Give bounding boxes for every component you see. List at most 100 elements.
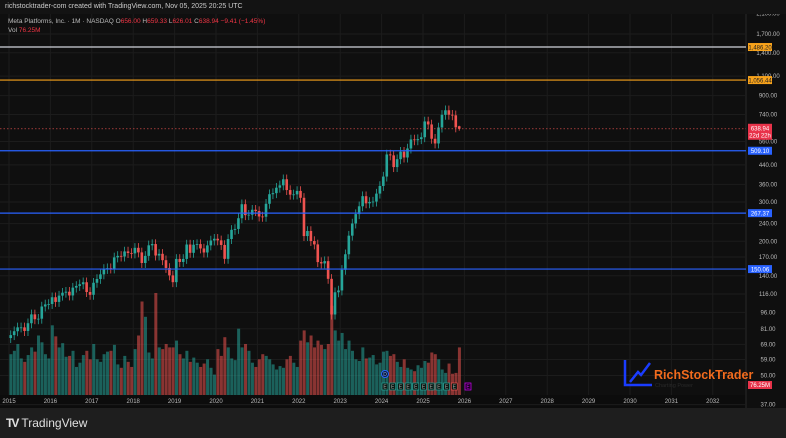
volume-bar: [23, 361, 27, 395]
symbol-name[interactable]: Meta Platforms, Inc. · 1M · NASDAQ: [8, 18, 114, 25]
candle-body: [378, 185, 382, 194]
volume-bar: [254, 366, 258, 395]
volume-bar: [223, 337, 227, 395]
candle-body: [57, 295, 61, 302]
candle-body: [375, 193, 378, 202]
time-tick-label: 2022: [292, 399, 306, 405]
level-price-tag: [748, 146, 772, 155]
candle-body: [74, 285, 78, 288]
close-value: 638.94: [198, 18, 219, 25]
candle-body: [30, 314, 33, 324]
volume-bar: [74, 366, 78, 395]
volume-bar: [106, 351, 110, 395]
volume-bar: [392, 354, 396, 395]
candle-body: [85, 282, 88, 293]
candle-body: [295, 190, 299, 195]
candle-body: [16, 327, 19, 332]
volume-bar: [40, 342, 44, 395]
volume-bar: [123, 355, 127, 395]
time-tick-label: 2025: [416, 399, 430, 405]
level-price-tag: [748, 43, 772, 52]
candle-body: [326, 261, 330, 279]
earnings-event-icon: [427, 382, 435, 391]
volume-bar: [64, 356, 68, 395]
time-tick-label: 2018: [127, 399, 141, 405]
high-value: 659.33: [147, 18, 167, 25]
volume-bar: [202, 363, 206, 395]
candle-body: [340, 269, 344, 291]
volume-bar: [440, 369, 444, 395]
volume-bar: [199, 366, 203, 395]
candle-body: [309, 230, 313, 242]
change-value: −9.41 (−1.45%): [220, 18, 266, 25]
earnings-event-icon: [450, 382, 458, 391]
volume-bar: [175, 340, 179, 395]
candle-body: [206, 245, 209, 253]
tradingview-brand[interactable]: TradingView: [21, 416, 88, 430]
candle-body: [247, 214, 251, 216]
volume-bar: [161, 349, 165, 395]
candle-body: [147, 245, 151, 256]
candle-body: [306, 230, 309, 237]
price-chart[interactable]: 2,100.001,700.001,400.001,100.00900.0074…: [0, 0, 786, 408]
level-price-label: 509.10: [751, 149, 770, 155]
time-tick-label: 2019: [168, 399, 182, 405]
level-price-tag: [748, 209, 772, 218]
candle-body: [347, 235, 351, 255]
time-tick-label: 2021: [251, 399, 265, 405]
volume-bar: [347, 340, 351, 395]
candle-body: [209, 240, 213, 246]
level-price-label: 1,486.20: [748, 45, 772, 51]
volume-bar: [195, 362, 199, 395]
open-value: 656.00: [120, 18, 141, 25]
candle-body: [40, 306, 44, 319]
candle-body: [319, 262, 323, 264]
earnings-event-icon: [420, 382, 427, 391]
volume-bar: [133, 349, 137, 395]
volume-bar: [219, 355, 223, 395]
candle-body: [268, 194, 271, 204]
candle-body: [454, 115, 458, 128]
volume-bar: [57, 347, 61, 395]
price-tick-label: 50.00: [760, 374, 776, 380]
candle-body: [288, 190, 292, 195]
candle-body: [361, 196, 364, 207]
candle-body: [19, 327, 23, 329]
candle-body: [364, 196, 368, 204]
candle-body: [92, 282, 95, 295]
earnings-event-label: E: [422, 385, 426, 391]
volume-bar: [178, 354, 182, 395]
volume-bar: [16, 344, 20, 395]
candle-body: [185, 244, 188, 259]
tradingview-logo-icon[interactable]: TV: [6, 416, 19, 430]
time-tick-label: 2029: [582, 399, 596, 405]
volume-bar: [126, 361, 130, 395]
volume-bar: [12, 350, 16, 395]
volume-bar: [337, 340, 341, 395]
volume-bar: [99, 361, 103, 395]
candle-body: [444, 110, 447, 115]
candle-body: [95, 278, 99, 283]
watermark-trend-icon: [629, 362, 651, 383]
candle-body: [433, 138, 437, 144]
volume-bar: [212, 374, 216, 395]
candle-body: [12, 331, 16, 336]
volume-bar: [47, 358, 51, 395]
candle-body: [199, 244, 202, 249]
volume-bar: [423, 361, 427, 395]
price-tick-label: 740.00: [759, 113, 778, 119]
candle-body: [50, 297, 54, 304]
volume-bar: [433, 354, 437, 395]
candle-body: [219, 240, 223, 245]
time-tick-label: 2031: [665, 399, 679, 405]
volume-tag: [748, 381, 772, 389]
volume-bar: [230, 358, 234, 395]
volume-bar: [37, 335, 41, 395]
time-tick-label: 2026: [458, 399, 472, 405]
candle-body: [43, 304, 47, 307]
candle-body: [416, 139, 420, 141]
price-tick-label: 37.00: [760, 403, 776, 408]
volume-bar: [340, 332, 344, 395]
volume-bar: [399, 366, 403, 395]
volume-bar: [157, 347, 161, 395]
